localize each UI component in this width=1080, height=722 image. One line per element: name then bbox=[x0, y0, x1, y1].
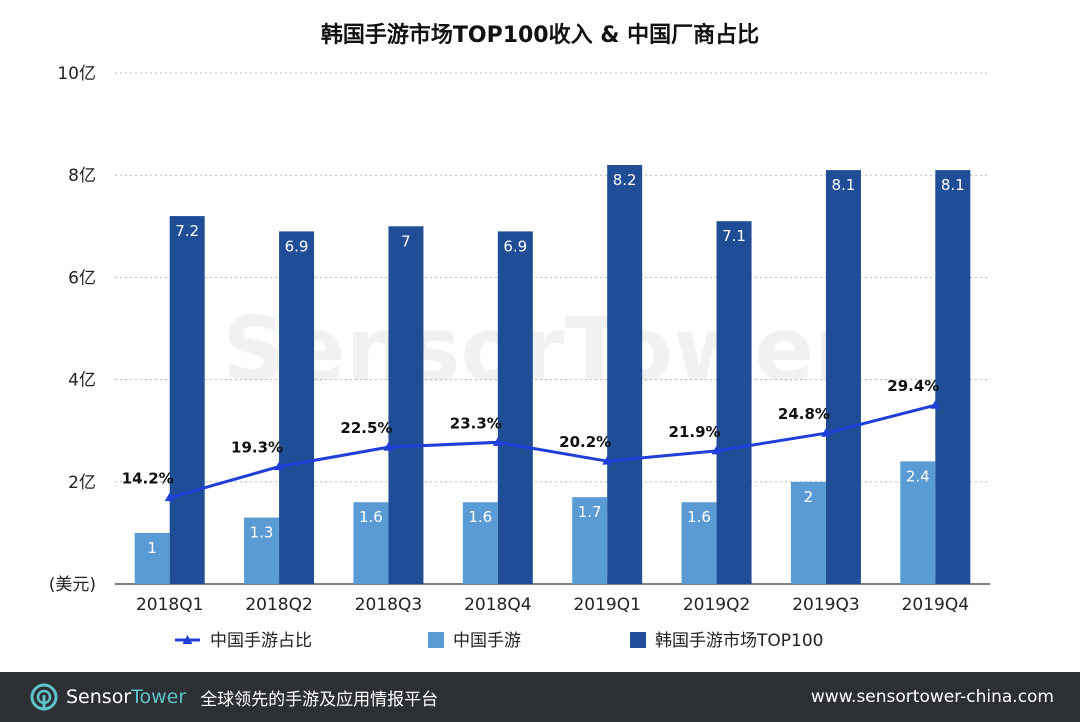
bar-korea bbox=[169, 216, 205, 584]
percentage-marker bbox=[274, 461, 285, 471]
y-tick-label: (美元) bbox=[49, 575, 96, 595]
x-tick-label: 2019Q1 bbox=[573, 595, 640, 615]
percentage-label: 24.8% bbox=[778, 405, 830, 423]
percentage-marker bbox=[164, 492, 175, 502]
percentage-label: 21.9% bbox=[669, 423, 721, 441]
x-tick-label: 2018Q3 bbox=[355, 595, 422, 615]
legend-swatch-china bbox=[428, 632, 444, 648]
y-tick-label: 6亿 bbox=[68, 268, 96, 288]
bar-korea bbox=[497, 231, 533, 584]
bar-korea-label: 7.2 bbox=[175, 222, 199, 240]
x-tick-label: 2018Q1 bbox=[136, 595, 203, 615]
bar-korea-label: 6.9 bbox=[503, 237, 527, 255]
bar-china bbox=[572, 497, 608, 584]
percentage-label: 22.5% bbox=[340, 419, 392, 437]
bar-korea bbox=[716, 221, 752, 584]
bar-china bbox=[900, 461, 936, 584]
bar-korea-label: 7.1 bbox=[722, 227, 746, 245]
bar-china-label: 1 bbox=[147, 539, 157, 557]
x-tick-label: 2019Q4 bbox=[902, 595, 969, 615]
bar-china-label: 1.6 bbox=[359, 508, 383, 526]
bar-korea-label: 8.1 bbox=[832, 176, 856, 194]
footer-bar: SensorTower 全球领先的手游及应用情报平台 www.sensortow… bbox=[0, 672, 1080, 722]
bar-china bbox=[244, 517, 280, 584]
percentage-line bbox=[169, 403, 936, 500]
percentage-marker bbox=[602, 456, 613, 465]
bar-korea bbox=[607, 164, 643, 585]
bar-china-label: 2 bbox=[804, 488, 814, 506]
chart-title: 韩国手游市场TOP100收入 & 中国厂商占比 bbox=[321, 22, 759, 48]
bar-china bbox=[134, 532, 170, 584]
percentage-label: 14.2% bbox=[122, 470, 174, 488]
bar-korea bbox=[279, 231, 315, 584]
chart: SensorTower 韩国手游市场TOP100收入 & 中国厂商占比 (美元) 2亿… bbox=[49, 22, 990, 651]
bar-china-label: 1.6 bbox=[687, 508, 711, 526]
footer-url[interactable]: www.sensortower-china.com bbox=[810, 687, 1054, 707]
footer-logo-tower: Tower bbox=[131, 686, 187, 708]
legend-line-marker bbox=[182, 635, 193, 644]
bar-korea bbox=[825, 170, 861, 584]
footer-logo-sensor: Sensor bbox=[66, 686, 132, 708]
bar-china bbox=[353, 502, 389, 584]
chart-canvas: SensorTower 韩国手游市场TOP100收入 & 中国厂商占比 (美元) 2亿… bbox=[49, 22, 990, 651]
footer-tagline: 全球领先的手游及应用情报平台 bbox=[200, 689, 439, 710]
bar-korea-label: 8.1 bbox=[941, 176, 965, 194]
percentage-marker bbox=[820, 428, 831, 437]
bar-china bbox=[790, 481, 826, 584]
bar-korea-label: 7 bbox=[401, 232, 411, 250]
bar-china bbox=[681, 502, 717, 584]
legend-label-share: 中国手游占比 bbox=[210, 631, 312, 651]
percentage-marker bbox=[711, 445, 722, 455]
percentage-marker bbox=[492, 437, 503, 446]
x-tick-label: 2018Q2 bbox=[245, 595, 312, 615]
bar-china-label: 1.6 bbox=[468, 508, 492, 526]
footer-logo: SensorTower bbox=[30, 683, 186, 711]
percentage-label: 19.3% bbox=[231, 439, 283, 457]
legend-label-china: 中国手游 bbox=[453, 631, 521, 651]
x-tick-label: 2019Q2 bbox=[683, 595, 750, 615]
bar-korea-label: 8.2 bbox=[613, 171, 637, 189]
percentage-marker bbox=[383, 442, 394, 451]
x-tick-label: 2019Q3 bbox=[792, 595, 859, 615]
bar-china bbox=[462, 502, 498, 584]
y-tick-label: 2亿 bbox=[68, 473, 96, 493]
x-tick-label: 2018Q4 bbox=[464, 595, 531, 615]
bar-china-label: 2.4 bbox=[906, 467, 930, 485]
y-tick-label: 4亿 bbox=[68, 371, 96, 391]
bar-korea-label: 6.9 bbox=[285, 237, 309, 255]
bar-china-label: 1.7 bbox=[578, 503, 602, 521]
legend-label-korea: 韩国手游市场TOP100 bbox=[655, 631, 823, 651]
bar-china-label: 1.3 bbox=[250, 524, 274, 542]
sensortower-logo-icon bbox=[30, 683, 58, 711]
footer-logo-text: SensorTower bbox=[66, 686, 186, 708]
y-tick-label: 10亿 bbox=[57, 64, 96, 84]
percentage-label: 29.4% bbox=[887, 377, 939, 395]
y-tick-label: 8亿 bbox=[68, 166, 96, 186]
percentage-label: 23.3% bbox=[450, 414, 502, 432]
legend-swatch-korea bbox=[630, 632, 646, 648]
percentage-marker bbox=[930, 400, 941, 409]
percentage-label: 20.2% bbox=[559, 433, 611, 451]
bar-korea bbox=[935, 170, 971, 584]
watermark-text: SensorTower bbox=[222, 298, 858, 401]
bar-korea bbox=[388, 226, 424, 585]
